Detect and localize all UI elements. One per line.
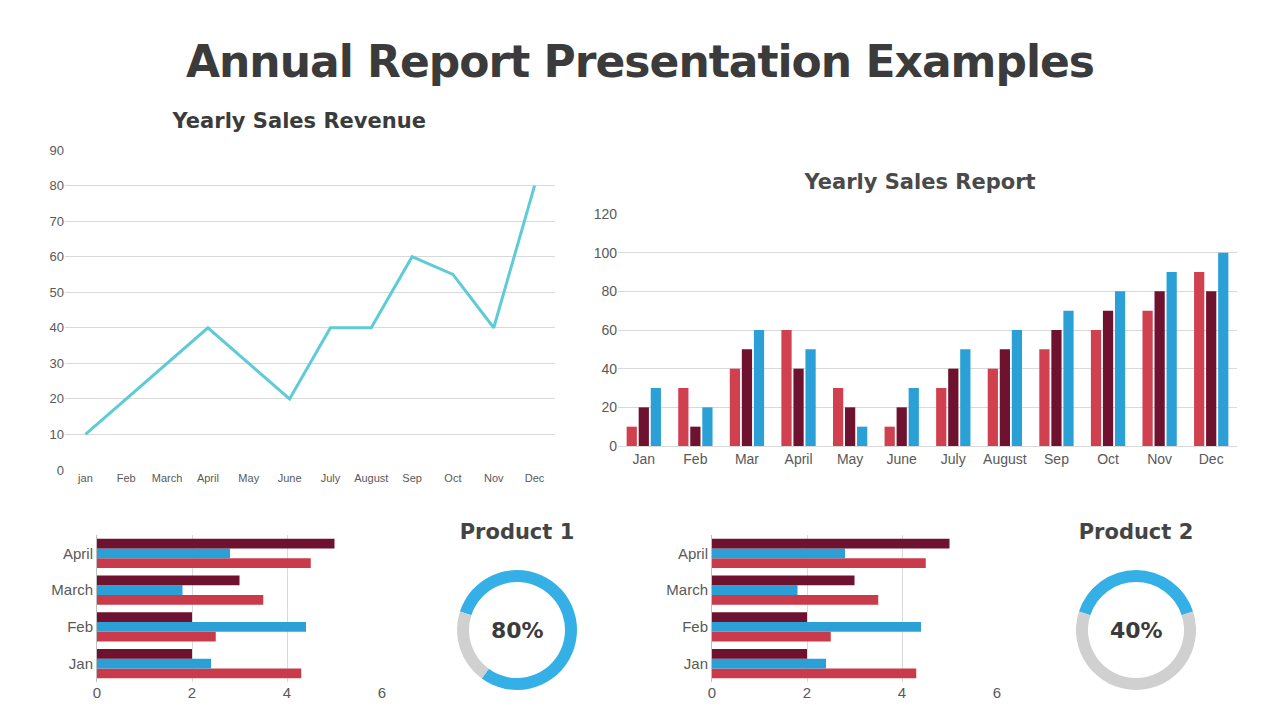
svg-text:Jan: Jan <box>684 655 708 672</box>
svg-text:May: May <box>837 451 863 467</box>
svg-text:Jan: Jan <box>633 451 656 467</box>
svg-text:April: April <box>63 545 93 562</box>
svg-text:Feb: Feb <box>67 618 93 635</box>
svg-text:0: 0 <box>708 684 716 701</box>
svg-text:March: March <box>152 472 183 484</box>
svg-text:100: 100 <box>594 245 618 261</box>
svg-text:90: 90 <box>50 143 64 158</box>
svg-text:20: 20 <box>50 391 64 406</box>
svg-text:Sep: Sep <box>402 472 422 484</box>
svg-text:Nov: Nov <box>1147 451 1172 467</box>
svg-text:80: 80 <box>50 178 64 193</box>
svg-text:40: 40 <box>601 361 617 377</box>
svg-text:July: July <box>321 472 341 484</box>
svg-text:60: 60 <box>50 249 64 264</box>
svg-text:2: 2 <box>188 684 196 701</box>
svg-text:Feb: Feb <box>682 618 708 635</box>
svg-text:120: 120 <box>594 206 618 222</box>
svg-text:July: July <box>941 451 966 467</box>
svg-text:40%: 40% <box>1110 618 1163 643</box>
svg-text:Mar: Mar <box>735 451 759 467</box>
svg-text:Yearly Sales Report: Yearly Sales Report <box>803 170 1035 194</box>
svg-text:40: 40 <box>50 320 64 335</box>
svg-text:April: April <box>197 472 219 484</box>
svg-text:80%: 80% <box>491 618 544 643</box>
svg-text:2: 2 <box>803 684 811 701</box>
svg-text:Jan: Jan <box>69 655 93 672</box>
svg-text:Product 1: Product 1 <box>460 520 575 544</box>
svg-text:June: June <box>887 451 918 467</box>
svg-text:70: 70 <box>50 214 64 229</box>
svg-text:Oct: Oct <box>444 472 461 484</box>
svg-text:May: May <box>238 472 259 484</box>
svg-text:Yearly Sales Revenue: Yearly Sales Revenue <box>172 109 426 133</box>
svg-text:August: August <box>983 451 1027 467</box>
svg-text:March: March <box>666 581 708 598</box>
svg-text:June: June <box>278 472 302 484</box>
svg-text:0: 0 <box>57 463 64 478</box>
svg-text:Product 2: Product 2 <box>1079 520 1194 544</box>
svg-text:jan: jan <box>77 472 93 484</box>
svg-text:6: 6 <box>378 684 386 701</box>
svg-text:April: April <box>785 451 813 467</box>
svg-text:Oct: Oct <box>1097 451 1119 467</box>
svg-text:August: August <box>354 472 388 484</box>
svg-text:0: 0 <box>609 438 617 454</box>
svg-text:Dec: Dec <box>1199 451 1224 467</box>
svg-text:0: 0 <box>93 684 101 701</box>
svg-text:60: 60 <box>601 322 617 338</box>
svg-text:Feb: Feb <box>683 451 707 467</box>
svg-text:4: 4 <box>283 684 291 701</box>
svg-text:Sep: Sep <box>1044 451 1069 467</box>
svg-text:April: April <box>678 545 708 562</box>
svg-text:Dec: Dec <box>525 472 545 484</box>
svg-text:6: 6 <box>993 684 1001 701</box>
svg-text:80: 80 <box>601 283 617 299</box>
svg-text:4: 4 <box>898 684 906 701</box>
svg-text:Feb: Feb <box>117 472 136 484</box>
svg-text:30: 30 <box>50 356 64 371</box>
svg-text:20: 20 <box>601 399 617 415</box>
html-text:Annual Report Presentation Exa: Annual Report Presentation Examples <box>186 36 1094 87</box>
svg-text:Nov: Nov <box>484 472 504 484</box>
svg-text:50: 50 <box>50 285 64 300</box>
svg-text:10: 10 <box>50 427 64 442</box>
svg-text:March: March <box>51 581 93 598</box>
